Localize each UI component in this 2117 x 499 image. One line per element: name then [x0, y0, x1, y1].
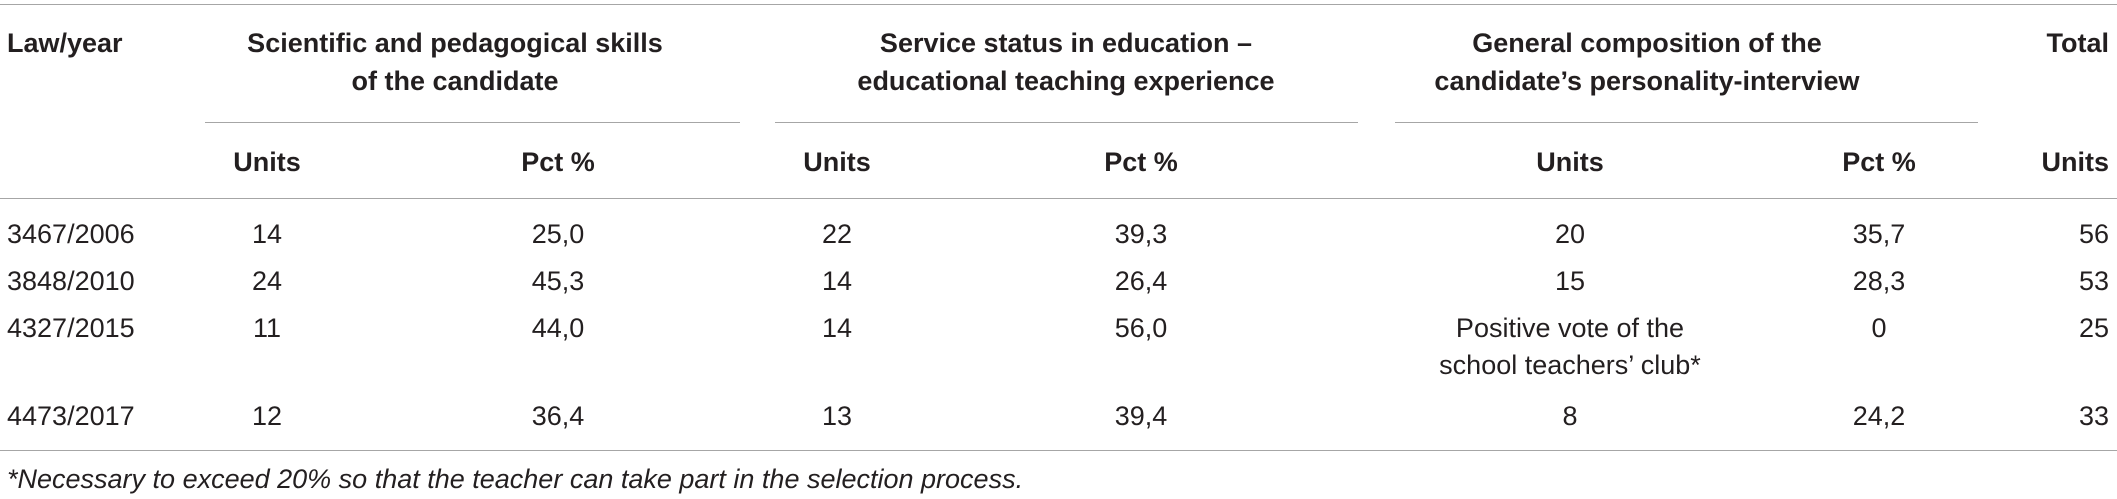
- table-cell: 25: [2078, 313, 2109, 343]
- table-cell: 53: [2078, 266, 2109, 296]
- table-cell: 12: [251, 401, 283, 431]
- table-cell: 4473/2017: [7, 401, 135, 431]
- group-header: of the candidate: [351, 66, 559, 96]
- table-cell: 56: [2078, 219, 2109, 249]
- table-cell: 56,0: [1114, 313, 1168, 343]
- table-cell: Positive vote of the: [1455, 313, 1685, 343]
- table-cell: 4327/2015: [7, 313, 135, 343]
- table-cell: 25,0: [531, 219, 585, 249]
- table-cell: 24,2: [1852, 401, 1906, 431]
- sub-header: Units: [2041, 147, 2110, 177]
- table-cell: 8: [1562, 401, 1578, 431]
- table-cell: 14: [821, 266, 853, 296]
- sub-header: Units: [803, 147, 871, 177]
- column-header: Law/year: [7, 28, 123, 58]
- table-cell: 24: [251, 266, 283, 296]
- group-rule: [1395, 122, 1978, 123]
- column-header: Total: [2046, 28, 2110, 58]
- table-cell: 28,3: [1852, 266, 1906, 296]
- sub-header: Pct %: [521, 147, 595, 177]
- table-cell: 39,3: [1114, 219, 1168, 249]
- sub-header: Units: [233, 147, 301, 177]
- sub-header: Pct %: [1842, 147, 1916, 177]
- table-cell: 20: [1554, 219, 1586, 249]
- table-cell: 36,4: [531, 401, 585, 431]
- table-cell: 35,7: [1852, 219, 1906, 249]
- table-cell: 33: [2078, 401, 2109, 431]
- group-header: Service status in education –: [879, 28, 1253, 58]
- table-cell: 3848/2010: [7, 266, 135, 296]
- header-rule: [0, 198, 2117, 199]
- sub-header: Units: [1536, 147, 1604, 177]
- table-cell: school teachers’ club*: [1439, 350, 1701, 380]
- table-cell: 0: [1871, 313, 1887, 343]
- table-cell: 45,3: [531, 266, 585, 296]
- table-cell: 15: [1554, 266, 1586, 296]
- top-rule: [0, 4, 2117, 5]
- table-cell: 39,4: [1114, 401, 1168, 431]
- group-rule: [775, 122, 1358, 123]
- group-header: educational teaching experience: [857, 66, 1275, 96]
- table-cell: 13: [821, 401, 853, 431]
- table-cell: 11: [252, 313, 282, 343]
- table-cell: 3467/2006: [7, 219, 135, 249]
- table-cell: 14: [251, 219, 283, 249]
- group-header: General composition of the: [1472, 28, 1822, 58]
- sub-header: Pct %: [1104, 147, 1178, 177]
- group-rule: [205, 122, 740, 123]
- footnote: *Necessary to exceed 20% so that the tea…: [7, 464, 1024, 494]
- group-header: Scientific and pedagogical skills: [247, 28, 663, 58]
- table-cell: 26,4: [1114, 266, 1168, 296]
- table-cell: 22: [821, 219, 853, 249]
- table-cell: 44,0: [531, 313, 585, 343]
- bottom-rule: [0, 450, 2117, 451]
- table-cell: 14: [821, 313, 853, 343]
- group-header: candidate’s personality-interview: [1434, 66, 1860, 96]
